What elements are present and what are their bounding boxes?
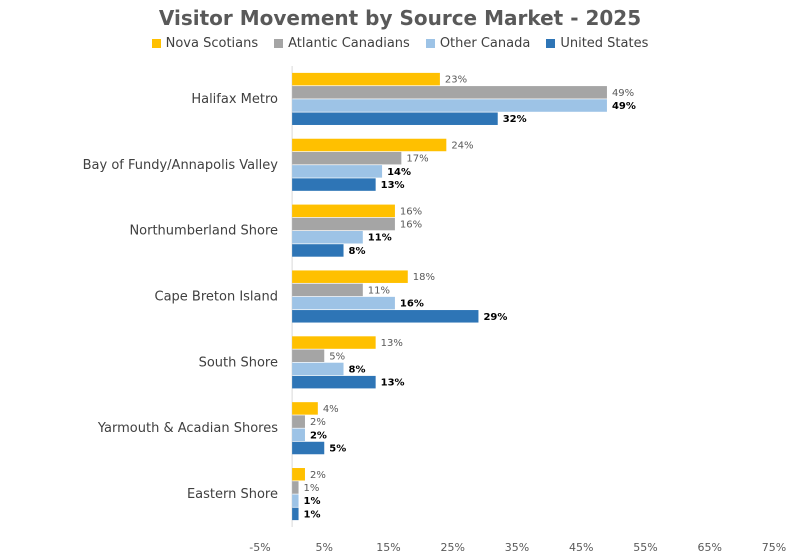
data-label: 1% bbox=[304, 509, 321, 520]
category-label: Halifax Metro bbox=[191, 92, 278, 107]
data-label: 1% bbox=[304, 483, 320, 494]
legend-item-0: Nova Scotians bbox=[151, 36, 259, 51]
data-label: 4% bbox=[323, 404, 339, 415]
bar bbox=[292, 204, 395, 218]
bar bbox=[292, 362, 344, 376]
data-label: 16% bbox=[400, 220, 422, 231]
data-label: 49% bbox=[612, 101, 636, 112]
data-label: 13% bbox=[381, 180, 405, 191]
bar bbox=[292, 151, 402, 165]
x-tick-label: 35% bbox=[505, 541, 529, 554]
data-label: 8% bbox=[349, 364, 366, 375]
data-label: 1% bbox=[304, 496, 321, 507]
x-tick-label: 5% bbox=[316, 541, 333, 554]
bar bbox=[292, 296, 395, 310]
bar bbox=[292, 310, 479, 323]
data-label: 2% bbox=[310, 430, 327, 441]
bar bbox=[292, 112, 498, 125]
legend-swatch bbox=[274, 39, 284, 48]
category-label: Cape Breton Island bbox=[155, 290, 279, 305]
bar bbox=[292, 481, 299, 494]
bar bbox=[292, 441, 325, 455]
data-label: 11% bbox=[368, 233, 392, 244]
x-tick-label: 75% bbox=[762, 541, 786, 554]
legend-label: Nova Scotians bbox=[165, 36, 259, 51]
data-label: 13% bbox=[381, 338, 403, 349]
category-label: Bay of Fundy/Annapolis Valley bbox=[83, 158, 279, 173]
legend-item-3: United States bbox=[546, 36, 648, 51]
bar bbox=[292, 86, 607, 99]
x-tick-label: -5% bbox=[249, 541, 270, 554]
legend: Nova Scotians Atlantic Canadians Other Can… bbox=[0, 36, 800, 51]
x-tick-label: 25% bbox=[441, 541, 465, 554]
bar bbox=[292, 428, 305, 442]
bar bbox=[292, 507, 299, 521]
x-tick-label: 65% bbox=[698, 541, 722, 554]
bar bbox=[292, 336, 376, 349]
bar bbox=[292, 217, 395, 231]
legend-label: Other Canada bbox=[439, 36, 531, 51]
legend-swatch bbox=[151, 39, 161, 48]
bar bbox=[292, 165, 383, 178]
legend-label: United States bbox=[560, 36, 649, 51]
data-label: 5% bbox=[329, 444, 346, 455]
x-tick-label: 45% bbox=[569, 541, 593, 554]
bar bbox=[292, 283, 363, 297]
bar bbox=[292, 402, 318, 415]
bar bbox=[292, 72, 440, 86]
data-label: 32% bbox=[503, 114, 527, 125]
bar bbox=[292, 99, 607, 112]
bar bbox=[292, 230, 363, 244]
legend-swatch bbox=[546, 39, 556, 48]
bar bbox=[292, 244, 344, 257]
chart-title: Visitor Movement by Source Market - 2025 bbox=[158, 6, 642, 30]
bar bbox=[292, 138, 447, 152]
x-tick-label: 55% bbox=[633, 541, 657, 554]
data-label: 11% bbox=[368, 285, 390, 296]
bar bbox=[292, 178, 376, 191]
data-label: 8% bbox=[349, 246, 366, 257]
bar bbox=[292, 349, 325, 363]
legend-label: Atlantic Canadians bbox=[288, 36, 410, 51]
legend-item-2: Other Canada bbox=[425, 36, 531, 51]
x-tick-label: 15% bbox=[376, 541, 400, 554]
data-label: 17% bbox=[406, 154, 428, 165]
bar bbox=[292, 375, 376, 389]
data-label: 2% bbox=[310, 470, 326, 481]
data-label: 18% bbox=[413, 272, 435, 283]
bar bbox=[292, 270, 408, 283]
data-label: 13% bbox=[381, 378, 405, 389]
legend-swatch bbox=[425, 39, 435, 48]
bar bbox=[292, 468, 305, 481]
category-label: Yarmouth & Acadian Shores bbox=[97, 421, 278, 436]
category-label: Eastern Shore bbox=[187, 487, 278, 502]
bar bbox=[292, 415, 305, 428]
bar bbox=[292, 494, 299, 507]
data-label: 16% bbox=[400, 206, 422, 217]
category-label: Northumberland Shore bbox=[129, 224, 278, 239]
data-label: 23% bbox=[445, 75, 467, 86]
legend-item-1: Atlantic Canadians bbox=[274, 36, 410, 51]
data-label: 16% bbox=[400, 299, 424, 310]
data-label: 5% bbox=[329, 351, 345, 362]
data-label: 29% bbox=[483, 312, 507, 323]
data-label: 49% bbox=[612, 88, 634, 99]
data-label: 24% bbox=[451, 140, 473, 151]
category-label: South Shore bbox=[199, 355, 278, 370]
data-label: 14% bbox=[387, 167, 411, 178]
data-label: 2% bbox=[310, 417, 326, 428]
